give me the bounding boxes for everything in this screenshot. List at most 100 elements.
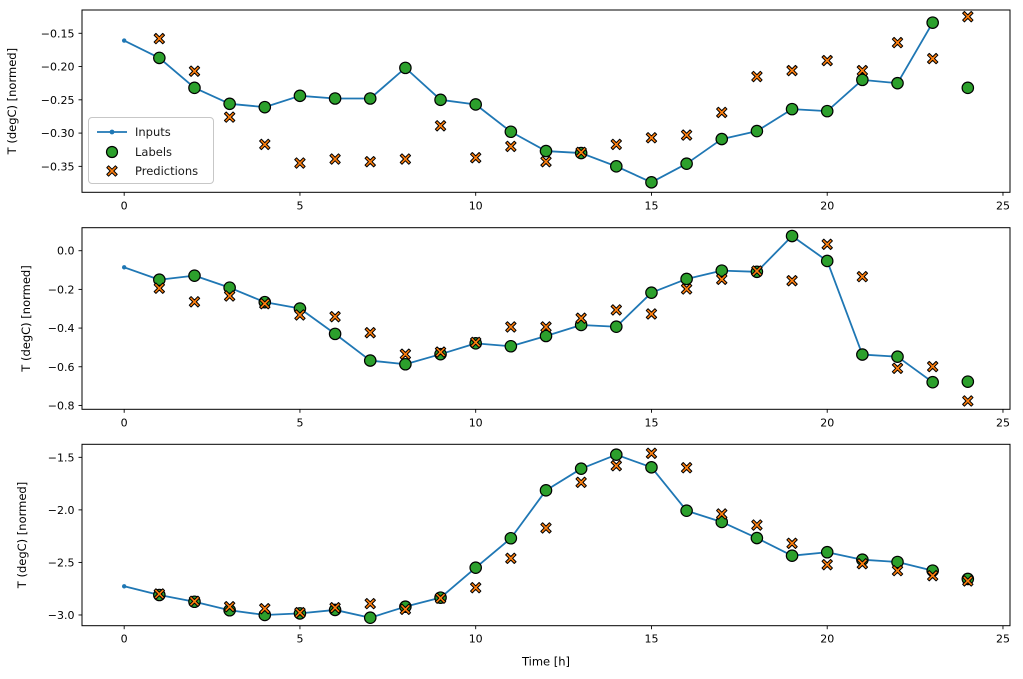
y-axis-label: T (degC) [normed] xyxy=(19,265,33,372)
y-tick-label: −0.4 xyxy=(48,322,75,335)
labels-marker xyxy=(434,93,447,107)
x-tick-label: 0 xyxy=(121,633,128,646)
predictions-marker xyxy=(399,153,412,165)
legend-label-predictions: Predictions xyxy=(135,164,199,179)
x-tick-label: 10 xyxy=(469,633,483,646)
inputs-point xyxy=(121,584,127,589)
y-tick-label: −1.5 xyxy=(48,451,75,464)
inputs-point xyxy=(121,38,127,43)
labels-marker xyxy=(680,157,693,170)
x-tick-label: 15 xyxy=(644,199,658,212)
predictions-marker xyxy=(434,346,447,358)
labels-marker xyxy=(645,461,658,474)
labels-marker xyxy=(961,375,975,388)
labels-marker xyxy=(645,286,658,299)
predictions-marker xyxy=(540,522,552,534)
predictions-marker xyxy=(540,155,552,168)
predictions-marker xyxy=(399,348,412,360)
x-tick-label: 10 xyxy=(469,416,483,429)
axes-frame xyxy=(81,9,1011,193)
legend-label-inputs: Inputs xyxy=(135,124,171,139)
predictions-marker xyxy=(434,120,447,132)
labels-marker xyxy=(610,448,623,462)
labels-marker xyxy=(223,281,236,294)
labels-marker xyxy=(539,144,553,158)
x-tick-label: 5 xyxy=(296,416,303,429)
labels-marker xyxy=(926,375,939,389)
labels-marker xyxy=(610,320,623,334)
labels-marker xyxy=(715,132,729,146)
labels-marker xyxy=(539,484,553,497)
labels-marker xyxy=(785,102,799,116)
subplot-1: 0 5 10 15 20 25 −0.15 −0.20 −0.25 −0.30 −0.35 T (de… xyxy=(5,9,1011,212)
predictions-marker xyxy=(575,146,587,159)
x-tick-label: 25 xyxy=(996,633,1010,646)
predictions-marker xyxy=(364,327,376,339)
predictions-marker xyxy=(294,157,306,169)
labels-marker xyxy=(293,89,307,103)
labels-marker xyxy=(645,176,658,189)
y-axis-label: T (degC) [normed] xyxy=(15,482,29,589)
y-tick-label: −0.35 xyxy=(41,160,75,173)
labels-marker xyxy=(820,254,834,268)
predictions-marker xyxy=(399,603,412,616)
predictions-marker xyxy=(610,138,623,151)
predictions-marker xyxy=(821,54,833,67)
labels-marker xyxy=(750,124,764,138)
predictions-marker xyxy=(505,552,517,565)
labels-marker xyxy=(504,531,518,545)
y-tick-label: −0.15 xyxy=(41,27,75,40)
predictions-marker xyxy=(891,36,904,49)
predictions-marker xyxy=(188,65,201,77)
predictions-marker xyxy=(751,265,763,277)
predictions-marker xyxy=(364,597,376,610)
predictions-marker xyxy=(469,581,482,594)
labels-marker xyxy=(680,504,693,518)
predictions-marker xyxy=(610,304,623,316)
axes-frame xyxy=(81,443,1011,627)
subplot-2: 0 5 10 15 20 25 0.0 −0.2 −0.4 −0.6 −0.8 T (degC) [n… xyxy=(19,227,1011,429)
x-tick-label: 20 xyxy=(820,199,834,212)
y-tick-label: −0.6 xyxy=(48,361,75,374)
predictions-marker xyxy=(680,283,693,295)
labels-marker xyxy=(399,61,412,75)
predictions-marker xyxy=(891,362,904,374)
labels-marker xyxy=(258,100,272,114)
predictions-marker xyxy=(153,588,166,600)
inputs-line xyxy=(123,235,934,383)
x-tick-label: 15 xyxy=(644,633,658,646)
labels-marker xyxy=(856,73,869,87)
predictions-marker xyxy=(645,447,658,460)
predictions-marker xyxy=(575,476,587,489)
predictions-marker xyxy=(223,290,236,302)
predictions-marker xyxy=(962,10,974,23)
predictions-marker xyxy=(716,508,728,520)
inputs-line xyxy=(123,22,934,184)
predictions-marker xyxy=(188,595,201,608)
inputs-point xyxy=(121,265,127,270)
predictions-marker xyxy=(434,592,447,604)
labels-marker xyxy=(574,462,588,475)
predictions-marker xyxy=(716,273,728,286)
predictions-marker xyxy=(751,519,763,531)
predictions-marker xyxy=(469,336,482,349)
predictions-marker xyxy=(153,282,166,294)
predictions-marker xyxy=(926,52,939,65)
y-tick-label: −0.30 xyxy=(41,127,75,140)
labels-marker xyxy=(363,92,377,105)
inputs-line-icon xyxy=(95,125,129,139)
x-axis-label: Time [h] xyxy=(521,655,570,669)
inputs-line xyxy=(123,453,933,619)
predictions-marker xyxy=(329,153,341,165)
predictions-marker xyxy=(856,64,869,77)
y-tick-label: −0.8 xyxy=(48,399,75,412)
y-tick-label: −0.20 xyxy=(41,61,75,74)
x-tick-label: 5 xyxy=(296,633,303,646)
predictions-marker xyxy=(153,32,166,45)
predictions-marker xyxy=(364,155,376,168)
y-tick-label: 0.0 xyxy=(57,245,75,258)
predictions-marker xyxy=(223,600,236,613)
predictions-marker xyxy=(610,460,623,472)
labels-marker xyxy=(610,160,623,173)
labels-marker xyxy=(785,229,799,243)
